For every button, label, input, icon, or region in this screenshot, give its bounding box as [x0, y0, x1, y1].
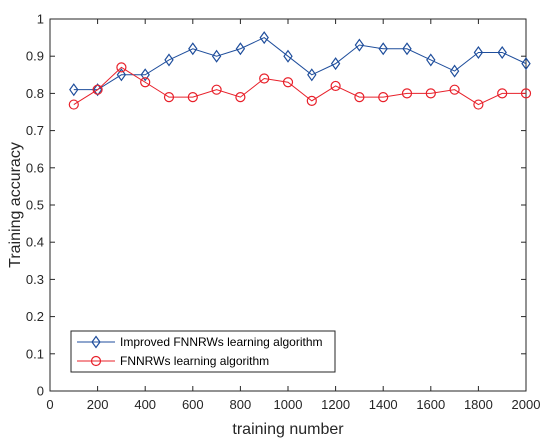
- y-tick-label: 0.3: [26, 272, 44, 287]
- legend-marker-2: [90, 355, 102, 367]
- series-2-point: [473, 99, 484, 110]
- series-2-point: [330, 80, 341, 92]
- x-tick-label: 800: [230, 397, 252, 412]
- series-1-point: [283, 49, 293, 63]
- legend-label-2: FNNRWs learning algorithm: [120, 354, 269, 368]
- series-1-point: [521, 57, 531, 71]
- series-2-point: [211, 84, 222, 95]
- legend-label-1: Improved FNNRWs learning algorithm: [120, 335, 323, 349]
- y-tick-label: 0.9: [26, 49, 44, 64]
- y-axis-label: Training accuracy: [7, 142, 24, 268]
- series-2-point: [282, 77, 294, 88]
- y-tick-label: 1: [37, 12, 44, 27]
- series-1-point: [497, 45, 507, 60]
- series-1-point: [449, 64, 460, 78]
- series-2-line: [73, 66, 526, 106]
- series-2-point: [187, 92, 198, 103]
- x-tick-label: 200: [87, 397, 109, 412]
- series-1-point: [188, 42, 198, 56]
- series-1-point: [235, 42, 246, 56]
- series-1-point: [378, 42, 388, 56]
- series-1-point: [164, 53, 174, 67]
- series-layer: [68, 31, 532, 110]
- series-2-point: [68, 99, 79, 110]
- x-tick-label: 1000: [274, 397, 303, 412]
- series-1-point: [307, 68, 317, 82]
- series-2-point: [401, 88, 413, 99]
- series-1: [69, 31, 531, 97]
- x-tick-label: 600: [182, 397, 204, 412]
- y-tick-label: 0.2: [26, 309, 44, 324]
- series-1-point: [116, 68, 127, 82]
- series-2-point: [449, 84, 460, 95]
- series-2-point: [116, 62, 127, 73]
- x-tick-label: 1200: [321, 397, 350, 412]
- y-axis: 0 0.1 0.2 0.3 0.4 0.5 0.6 0.7 0.8 0.9 1: [26, 12, 526, 399]
- x-tick-label: 1400: [369, 397, 398, 412]
- series-1-point: [211, 49, 222, 63]
- series-1-point: [330, 57, 341, 71]
- series-1-point: [259, 31, 269, 45]
- series-1-point: [69, 83, 79, 97]
- y-tick-label: 0.1: [26, 346, 44, 361]
- x-tick-label: 400: [134, 397, 156, 412]
- series-1-point: [473, 45, 484, 60]
- y-tick-label: 0.6: [26, 160, 44, 175]
- series-2-point: [259, 73, 270, 84]
- legend-marker-1: [91, 335, 101, 349]
- series-2-point: [306, 95, 317, 106]
- y-tick-label: 0: [37, 384, 44, 399]
- series-1-point: [354, 38, 365, 52]
- series-2: [68, 62, 532, 110]
- series-2-point: [378, 92, 389, 103]
- legend-box: [70, 330, 336, 373]
- series-2-point: [92, 84, 103, 95]
- series-2-point: [425, 88, 436, 99]
- y-tick-label: 0.8: [26, 86, 44, 101]
- series-2-point: [520, 88, 532, 99]
- x-tick-label: 0: [46, 397, 53, 412]
- y-tick-label: 0.7: [26, 123, 44, 138]
- x-tick-label: 1800: [464, 397, 493, 412]
- y-tick-label: 0.5: [26, 198, 44, 213]
- series-1-point: [426, 53, 436, 67]
- series-1-point: [402, 42, 412, 56]
- series-1-line: [73, 37, 527, 91]
- x-tick-label: 1600: [416, 397, 445, 412]
- x-axis-label: training number: [232, 421, 344, 438]
- x-axis: 0 200 400 600 800 1000 1200 1400 1600 1800 2000: [46, 19, 540, 412]
- series-2-point: [163, 92, 175, 103]
- legend: Improved FNNRWs learning algorithm FNNRWs…: [70, 330, 336, 373]
- series-2-point: [235, 92, 246, 103]
- series-2-point: [354, 92, 365, 103]
- series-1-point: [140, 68, 150, 82]
- legend-items: Improved FNNRWs learning algorithm FNNRWs…: [77, 335, 323, 368]
- series-2-point: [140, 77, 151, 88]
- series-2-point: [497, 88, 508, 99]
- y-tick-label: 0.4: [26, 235, 44, 250]
- x-tick-label: 2000: [512, 397, 541, 412]
